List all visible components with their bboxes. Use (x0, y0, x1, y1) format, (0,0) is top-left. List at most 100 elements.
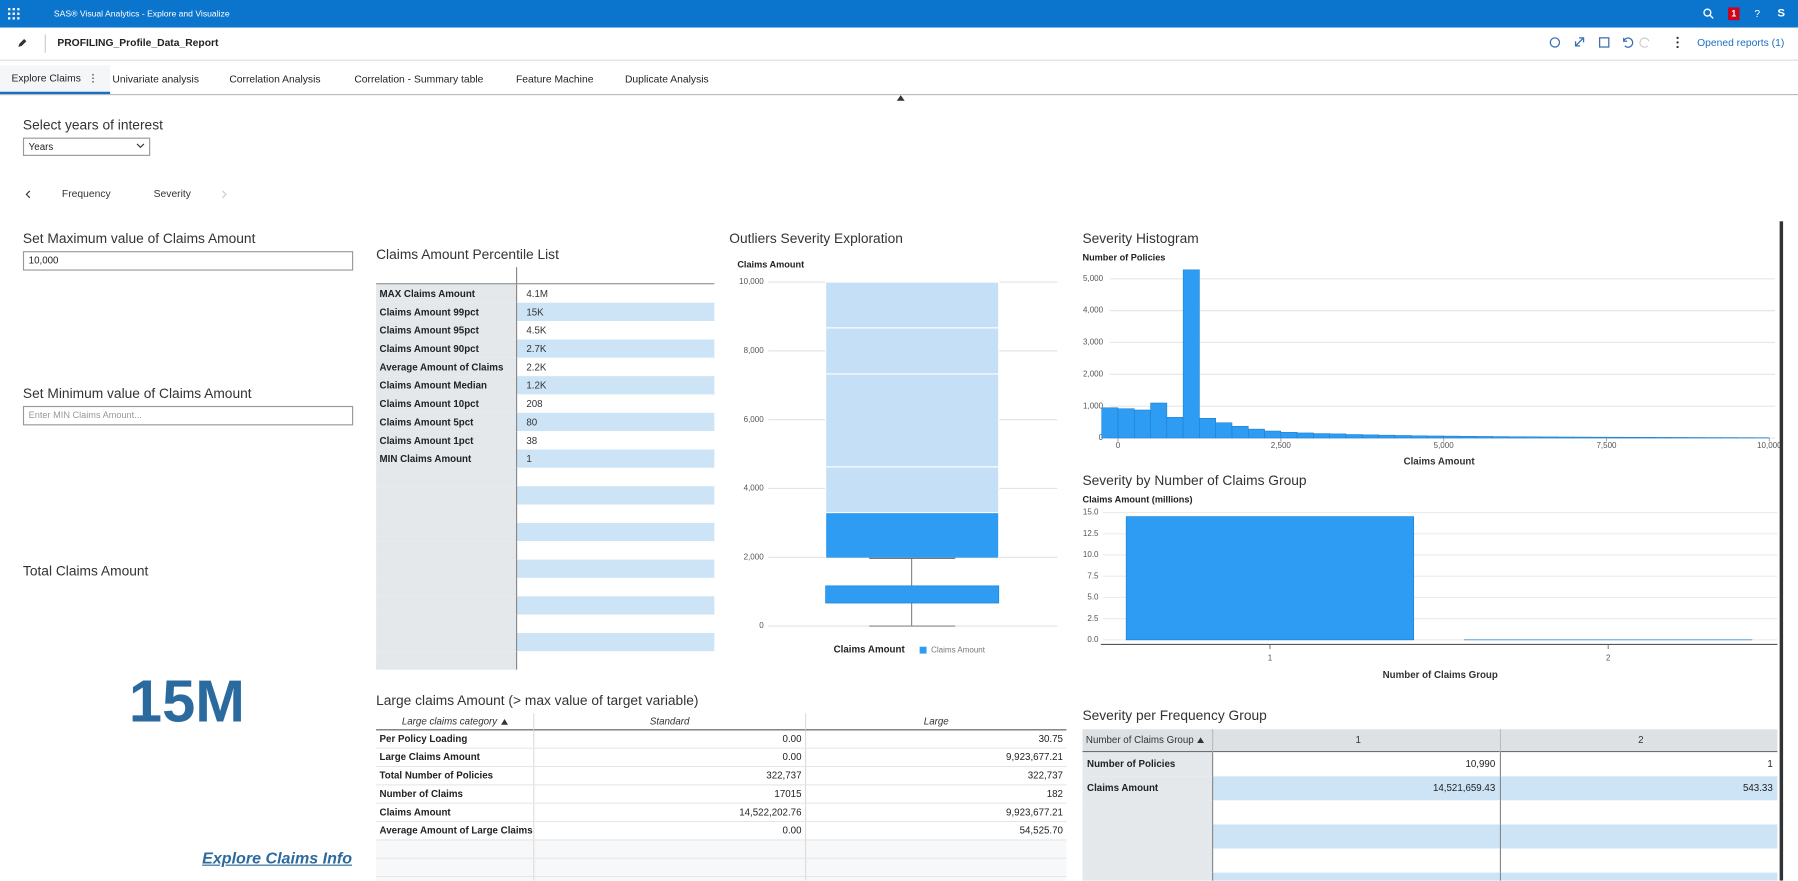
y-tick-label: 4,000 (744, 484, 765, 493)
help-button[interactable]: ? (1754, 8, 1761, 20)
opened-reports[interactable]: Opened reports (1) (1697, 36, 1785, 49)
y-tick-label: 2,000 (1083, 369, 1104, 378)
info-link[interactable]: Explore Claims Info (202, 848, 353, 867)
histogram-bar (1410, 435, 1428, 439)
row-value (516, 651, 715, 670)
dropdown-chevron (136, 143, 145, 149)
cell-value: 543.33 (1499, 776, 1778, 801)
cell-value (533, 840, 805, 859)
tab[interactable]: Univariate analysis (112, 73, 200, 85)
user-button[interactable]: S (1777, 7, 1786, 21)
y-tick-label: 6,000 (744, 415, 765, 424)
cell-value: 0.00 (533, 730, 805, 749)
collapse-arrow[interactable] (896, 95, 905, 101)
y-tick-label: 2,000 (744, 552, 765, 561)
max-input[interactable] (22, 251, 354, 271)
cell-value: 182 (804, 785, 1067, 804)
histogram-bar (1231, 425, 1249, 439)
y-tick-label: 5.0 (1087, 593, 1099, 602)
tab[interactable]: Feature Machine (516, 73, 594, 85)
cell-value (1212, 824, 1500, 849)
legend-swatch (919, 646, 927, 654)
histogram-bar (1166, 417, 1184, 439)
cell-value: 14,522,202.76 (533, 803, 805, 823)
histogram-bar (1134, 409, 1151, 439)
nav-next[interactable] (221, 190, 227, 199)
max-label: Set Maximum value of Claims Amount (22, 230, 256, 247)
row-value: 1 (516, 449, 715, 468)
tab[interactable]: Correlation Analysis (229, 73, 321, 85)
histogram-bar (1296, 432, 1314, 439)
table-title: Claims Amount Percentile List (376, 246, 559, 263)
row-value (516, 632, 715, 652)
tab[interactable]: Correlation - Summary table (354, 73, 484, 85)
row-value: 38 (516, 431, 715, 450)
y-tick-label: 0 (1099, 433, 1104, 442)
total-value: 15M (128, 668, 245, 736)
row-label: Claims Amount 95pct (376, 321, 517, 340)
outlier-band (825, 511, 1000, 559)
histogram-bar (1101, 407, 1119, 439)
edit-icon[interactable] (17, 38, 27, 48)
row-value: 80 (516, 412, 715, 432)
cell-value (533, 877, 805, 881)
app-title: SAS® Visual Analytics - Explore and Visu… (53, 8, 230, 19)
histogram-bar (1524, 436, 1542, 439)
cell-value (1499, 824, 1778, 849)
histogram-bar (1638, 437, 1656, 439)
cell-value (804, 877, 1067, 881)
histogram-bar (1459, 435, 1477, 439)
histogram-bar (1443, 435, 1461, 439)
row-label (376, 504, 517, 523)
nav-item[interactable]: Severity (153, 188, 191, 200)
sort-icon[interactable] (1197, 737, 1205, 744)
bar (1125, 516, 1415, 641)
row-label: Number of Policies (1082, 752, 1213, 777)
row-label (1082, 800, 1213, 825)
total-label: Total Claims Amount (22, 563, 149, 580)
cell-value: 322,737 (804, 767, 1067, 786)
toolbar-icons[interactable] (1548, 36, 1686, 50)
nav-item[interactable]: Frequency (61, 188, 111, 200)
histogram-bar (1150, 402, 1168, 439)
x-tick-label: 2 (1606, 653, 1611, 662)
search-icon[interactable] (1703, 8, 1714, 19)
outlier-band (825, 466, 1000, 514)
cell-value (804, 840, 1067, 859)
header-cell: Number of Claims Group (1082, 729, 1213, 753)
row-label: Large Claims Amount (376, 748, 534, 768)
histogram-bar (1280, 432, 1298, 439)
row-label (1082, 824, 1213, 849)
row-label (376, 486, 517, 505)
histogram-bar (1671, 437, 1689, 439)
y-tick-label: 12.5 (1083, 529, 1099, 538)
x-tick-label: 1 (1268, 653, 1273, 662)
chart-title: Severity Histogram (1082, 230, 1199, 247)
tab[interactable]: Explore Claims ⋮ (0, 65, 110, 95)
row-value: 208 (516, 394, 715, 413)
cell-value (1499, 848, 1778, 873)
axis-label: Claims Amount (1404, 457, 1476, 468)
outlier-band (825, 327, 1000, 375)
notification-badge[interactable]: 1 (1728, 7, 1740, 21)
tab-menu[interactable]: ⋮ (87, 72, 99, 84)
cell-value: 322,737 (533, 767, 805, 786)
cell-value (1499, 872, 1778, 881)
y-tick-label: 1,000 (1083, 401, 1104, 410)
cell-value (1212, 848, 1500, 873)
row-label: Claims Amount (376, 803, 534, 823)
nav-prev[interactable] (25, 190, 31, 199)
row-label: Per Policy Loading (376, 730, 534, 749)
apps-menu-icon[interactable] (8, 8, 20, 20)
sort-icon[interactable] (500, 718, 508, 725)
tab[interactable]: Duplicate Analysis (624, 73, 709, 85)
table-title: Large claims Amount (> max value of targ… (376, 692, 699, 709)
row-label: Claims Amount 5pct (376, 412, 517, 432)
tab-bar (0, 64, 1798, 96)
year-dropdown[interactable] (22, 137, 151, 156)
row-value (516, 596, 715, 615)
histogram-bar (1492, 436, 1510, 439)
min-input[interactable] (22, 405, 354, 426)
y-tick-label: 8,000 (744, 346, 765, 355)
